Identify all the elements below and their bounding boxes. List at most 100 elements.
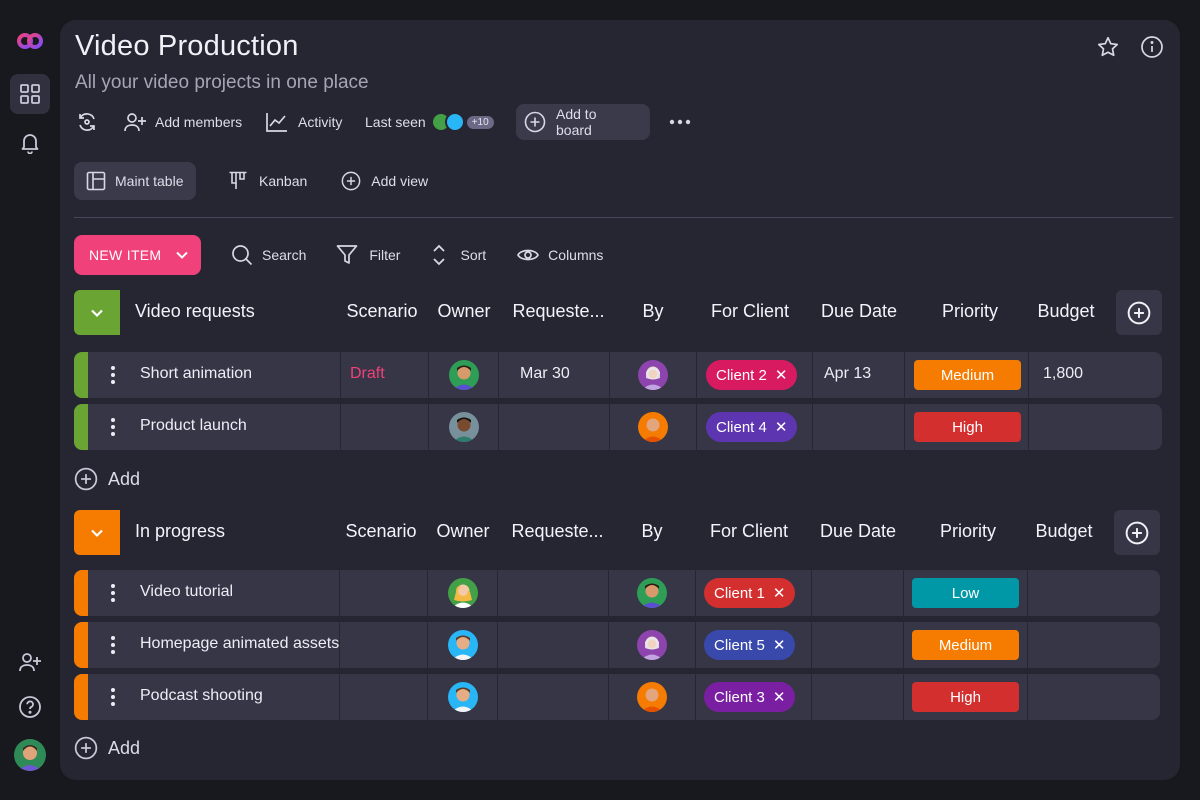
column-header-due-date[interactable]: Due Date bbox=[820, 301, 898, 321]
help-icon[interactable] bbox=[16, 693, 44, 721]
star-icon[interactable] bbox=[1095, 34, 1121, 60]
add-row-label: Add bbox=[108, 468, 141, 489]
column-header-by[interactable]: By bbox=[642, 301, 664, 321]
client-tag-label: Client 4 bbox=[716, 418, 767, 436]
owner-avatar[interactable] bbox=[449, 412, 479, 442]
requested-by-avatar[interactable] bbox=[637, 630, 667, 660]
bell-icon[interactable] bbox=[16, 129, 44, 157]
add-view-button[interactable]: Add view bbox=[329, 162, 440, 200]
column-header-requested[interactable]: Requeste... bbox=[512, 301, 605, 321]
scenario-cell[interactable]: Draft bbox=[350, 365, 385, 382]
row-name[interactable]: Video tutorial bbox=[140, 583, 234, 600]
filter-button[interactable]: Filter bbox=[336, 244, 400, 266]
row-name[interactable]: Podcast shooting bbox=[140, 687, 263, 704]
user-avatar[interactable] bbox=[14, 739, 46, 771]
group-collapse-button[interactable] bbox=[74, 290, 120, 335]
table-row[interactable]: Homepage animated assets Client 5 ✕ Mediu… bbox=[74, 622, 1160, 668]
add-row-button[interactable]: Add bbox=[74, 733, 140, 763]
tab-kanban-label: Kanban bbox=[259, 173, 308, 189]
plus-circle-icon bbox=[341, 171, 361, 191]
priority-badge[interactable]: High bbox=[914, 412, 1021, 442]
more-options-button[interactable] bbox=[668, 104, 692, 140]
client-tag[interactable]: Client 5 ✕ bbox=[704, 630, 796, 660]
columns-button[interactable]: Columns bbox=[517, 244, 603, 266]
column-header-priority[interactable]: Priority bbox=[939, 521, 996, 541]
logo-icon[interactable] bbox=[16, 30, 44, 60]
grid-icon[interactable] bbox=[10, 74, 50, 114]
requested-by-avatar[interactable] bbox=[638, 360, 668, 390]
row-name[interactable]: Short animation bbox=[140, 365, 253, 382]
column-header-scenario[interactable]: Scenario bbox=[345, 521, 417, 541]
group-collapse-button[interactable] bbox=[74, 510, 120, 555]
owner-avatar[interactable] bbox=[448, 682, 478, 712]
more-vertical-icon[interactable] bbox=[107, 583, 119, 603]
row-name[interactable]: Product launch bbox=[140, 417, 247, 434]
more-vertical-icon[interactable] bbox=[107, 687, 119, 707]
more-vertical-icon[interactable] bbox=[107, 365, 119, 385]
budget-cell[interactable]: 1,800 bbox=[1043, 365, 1084, 382]
column-header-due-date[interactable]: Due Date bbox=[819, 521, 897, 541]
add-to-board-button[interactable]: Add to board bbox=[516, 104, 650, 140]
last-seen[interactable]: Last seen +10 bbox=[365, 104, 516, 140]
add-members-button[interactable]: Add members bbox=[123, 104, 265, 140]
add-row-button[interactable]: Add bbox=[74, 464, 140, 494]
sort-button[interactable]: Sort bbox=[432, 244, 486, 266]
column-header-for-client[interactable]: For Client bbox=[709, 521, 789, 541]
kanban-icon bbox=[229, 171, 247, 189]
more-horizontal-icon bbox=[669, 119, 691, 125]
table-icon bbox=[86, 171, 106, 191]
divider bbox=[74, 217, 1173, 218]
row-name[interactable]: Homepage animated assets bbox=[140, 635, 340, 652]
add-column-button[interactable] bbox=[1114, 510, 1160, 555]
activity-button[interactable]: Activity bbox=[265, 104, 365, 140]
requested-cell[interactable]: Mar 30 bbox=[520, 365, 570, 382]
client-tag[interactable]: Client 3 ✕ bbox=[704, 682, 796, 712]
main-panel: Video Production All your video projects… bbox=[60, 20, 1180, 780]
owner-avatar[interactable] bbox=[449, 360, 479, 390]
info-icon[interactable] bbox=[1139, 34, 1165, 60]
column-header-by[interactable]: By bbox=[641, 521, 663, 541]
table-row[interactable]: Product launch Client 4 ✕ High bbox=[74, 404, 1162, 450]
close-icon[interactable]: ✕ bbox=[774, 367, 788, 384]
priority-badge[interactable]: High bbox=[912, 682, 1019, 712]
sync-button[interactable] bbox=[75, 104, 123, 140]
column-header-requested[interactable]: Requeste... bbox=[511, 521, 604, 541]
add-column-button[interactable] bbox=[1116, 290, 1162, 335]
due-date-cell[interactable]: Apr 13 bbox=[824, 365, 872, 382]
tab-main-table[interactable]: Maint table bbox=[74, 162, 196, 200]
close-icon[interactable]: ✕ bbox=[772, 689, 786, 706]
requested-by-avatar[interactable] bbox=[638, 412, 668, 442]
add-user-icon[interactable] bbox=[16, 648, 44, 676]
priority-badge[interactable]: Low bbox=[912, 578, 1019, 608]
close-icon[interactable]: ✕ bbox=[772, 637, 786, 654]
search-button[interactable]: Search bbox=[231, 244, 306, 266]
close-icon[interactable]: ✕ bbox=[772, 585, 786, 602]
more-vertical-icon[interactable] bbox=[107, 635, 119, 655]
client-tag-label: Client 1 bbox=[714, 584, 765, 602]
more-vertical-icon[interactable] bbox=[107, 417, 119, 437]
column-header-budget[interactable]: Budget bbox=[1035, 521, 1093, 541]
owner-avatar[interactable] bbox=[448, 630, 478, 660]
tab-kanban[interactable]: Kanban bbox=[216, 162, 319, 200]
column-header-scenario[interactable]: Scenario bbox=[346, 301, 418, 321]
table-row[interactable]: Short animation Draft Mar 30 Client 2 ✕ A… bbox=[74, 352, 1162, 398]
requested-by-avatar[interactable] bbox=[637, 578, 667, 608]
table-row[interactable]: Video tutorial Client 1 ✕ Low bbox=[74, 570, 1160, 616]
column-header-for-client[interactable]: For Client bbox=[710, 301, 790, 321]
owner-avatar[interactable] bbox=[448, 578, 478, 608]
client-tag[interactable]: Client 2 ✕ bbox=[706, 360, 798, 390]
priority-badge[interactable]: Medium bbox=[914, 360, 1021, 390]
client-tag[interactable]: Client 1 ✕ bbox=[704, 578, 796, 608]
column-header-budget[interactable]: Budget bbox=[1037, 301, 1095, 321]
priority-badge[interactable]: Medium bbox=[912, 630, 1019, 660]
close-icon[interactable]: ✕ bbox=[774, 419, 788, 436]
page-title: Video Production bbox=[75, 30, 299, 62]
column-header-priority[interactable]: Priority bbox=[941, 301, 998, 321]
requested-by-avatar[interactable] bbox=[637, 682, 667, 712]
column-header-owner[interactable]: Owner bbox=[436, 521, 490, 541]
new-item-button[interactable]: NEW ITEM bbox=[74, 235, 201, 275]
table-row[interactable]: Podcast shooting Client 3 ✕ High bbox=[74, 674, 1160, 720]
client-tag[interactable]: Client 4 ✕ bbox=[706, 412, 798, 442]
column-header-owner[interactable]: Owner bbox=[437, 301, 491, 321]
row-color-bar bbox=[74, 674, 88, 720]
